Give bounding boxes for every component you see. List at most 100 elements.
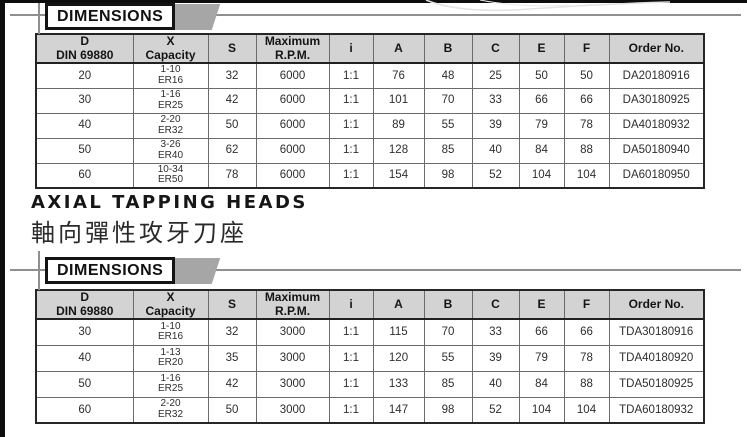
cutoff-drawing-remnant: [425, 0, 671, 12]
table-cell: 60: [35, 162, 134, 189]
table-cell: 50: [518, 62, 565, 89]
table-cell: 6000: [255, 162, 330, 189]
table-cell: 50: [207, 396, 257, 424]
dimensions-table-tapping-chucks: D DIN 69880 X Capacity S Maximum R.P.M. i A B C…: [35, 33, 705, 189]
table-cell: 40: [471, 370, 520, 398]
table-cell: 3000: [255, 396, 330, 424]
table-cell: 3000: [255, 318, 330, 346]
table-cell: 2-20 ER32: [132, 112, 209, 139]
table-header-cell: S: [207, 289, 257, 320]
table-header-cell: Maximum R.P.M.: [255, 33, 330, 64]
table-cell: 1-10 ER16: [132, 62, 209, 89]
table-header-cell: B: [423, 289, 473, 320]
dimensions-banner-1: DIMENSIONS: [45, 3, 176, 30]
table-cell: 30: [35, 318, 134, 346]
table-cell: 6000: [255, 62, 330, 89]
table-header-cell: B: [423, 33, 473, 64]
table-row: 40 1-13 ER20 35 3000 1:1 120 55 39 79 78 TDA401809…: [35, 344, 705, 372]
scan-edge-top: [0, 0, 747, 3]
table-cell: 3000: [255, 344, 330, 372]
table-cell: 3000: [255, 370, 330, 398]
table-header-cell: Order No.: [608, 33, 705, 64]
table-cell: 88: [563, 370, 610, 398]
table-cell: 104: [518, 396, 565, 424]
table-cell: 79: [518, 112, 565, 139]
table-cell: 147: [372, 396, 425, 424]
table-cell: 50: [563, 62, 610, 89]
table-cell: 78: [563, 344, 610, 372]
table-cell: 48: [423, 62, 473, 89]
dimensions-table-axial-tapping-heads: D DIN 69880 X Capacity S Maximum R.P.M. i A B C…: [35, 289, 705, 424]
table-cell: DA40180932: [608, 112, 705, 139]
table-cell: 70: [423, 318, 473, 346]
table-row: 20 1-10 ER16 32 6000 1:1 76 48 25 50 50 DA20180916: [35, 62, 705, 89]
table-cell: 52: [471, 396, 520, 424]
table-cell: 3-26 ER40: [132, 137, 209, 164]
table-header-cell: F: [563, 289, 610, 320]
table-cell: 70: [423, 87, 473, 114]
table-header-cell: S: [207, 33, 257, 64]
table-cell: 42: [207, 370, 257, 398]
table-cell: 76: [372, 62, 425, 89]
table-header-cell: i: [328, 33, 374, 64]
table-cell: 39: [471, 344, 520, 372]
table-cell: 98: [423, 396, 473, 424]
table-header-cell: E: [518, 289, 565, 320]
table-header-cell: D DIN 69880: [35, 289, 134, 320]
table-cell: 84: [518, 137, 565, 164]
table-cell: 104: [563, 396, 610, 424]
table-cell: 66: [563, 87, 610, 114]
table-cell: 30: [35, 87, 134, 114]
table-cell: 32: [207, 62, 257, 89]
table-cell: 128: [372, 137, 425, 164]
table-cell: 1:1: [328, 87, 374, 114]
table-cell: 1:1: [328, 137, 374, 164]
table-cell: 1:1: [328, 318, 374, 346]
table-cell: 79: [518, 344, 565, 372]
table-cell: 115: [372, 318, 425, 346]
table-cell: 33: [471, 87, 520, 114]
table-cell: 1:1: [328, 344, 374, 372]
banner-rule-vertical: [38, 3, 40, 34]
table-cell: 62: [207, 137, 257, 164]
section-title-zh: 軸向彈性攻牙刀座: [31, 219, 247, 247]
table-cell: DA60180950: [608, 162, 705, 189]
table-cell: 85: [423, 370, 473, 398]
dimensions-banner-1-label: DIMENSIONS: [57, 7, 164, 25]
table-cell: 1-16 ER25: [132, 370, 209, 398]
dimensions-banner-2-label: DIMENSIONS: [57, 261, 164, 279]
table-cell: 98: [423, 162, 473, 189]
table-cell: 1:1: [328, 112, 374, 139]
table-row: 40 2-20 ER32 50 6000 1:1 89 55 39 79 78 DA40180932: [35, 112, 705, 139]
table-cell: 84: [518, 370, 565, 398]
table-cell: 1:1: [328, 162, 374, 189]
table-header-cell: A: [372, 289, 425, 320]
table-row: 60 10-34 ER50 78 6000 1:1 154 98 52 104 104 DA6018…: [35, 162, 705, 189]
dimensions-banner-2: DIMENSIONS: [45, 257, 176, 284]
table-header-cell: D DIN 69880: [35, 33, 134, 64]
table-row: 60 2-20 ER32 50 3000 1:1 147 98 52 104 104 TDA6018…: [35, 396, 705, 424]
table-header-cell: i: [328, 289, 374, 320]
table-cell: DA30180925: [608, 87, 705, 114]
banner-rule-vertical: [38, 251, 40, 290]
table-cell: 154: [372, 162, 425, 189]
table-cell: DA20180916: [608, 62, 705, 89]
table-header-cell: F: [563, 33, 610, 64]
table-header-cell: C: [471, 33, 520, 64]
table-cell: 85: [423, 137, 473, 164]
table-row: 50 1-16 ER25 42 3000 1:1 133 85 40 84 88 TDA501809…: [35, 370, 705, 398]
table-cell: TDA60180932: [608, 396, 705, 424]
table-cell: 20: [35, 62, 134, 89]
table-cell: 1:1: [328, 62, 374, 89]
table-header-cell: E: [518, 33, 565, 64]
table-row: 50 3-26 ER40 62 6000 1:1 128 85 40 84 88 DA5018094…: [35, 137, 705, 164]
banner-rule-horizontal: [10, 14, 741, 16]
table-cell: 78: [207, 162, 257, 189]
section-title-en: AXIAL TAPPING HEADS: [31, 192, 308, 213]
table-header-cell: Order No.: [608, 289, 705, 320]
table-cell: 52: [471, 162, 520, 189]
table-cell: 78: [563, 112, 610, 139]
table-cell: 50: [207, 112, 257, 139]
table-cell: 40: [35, 344, 134, 372]
